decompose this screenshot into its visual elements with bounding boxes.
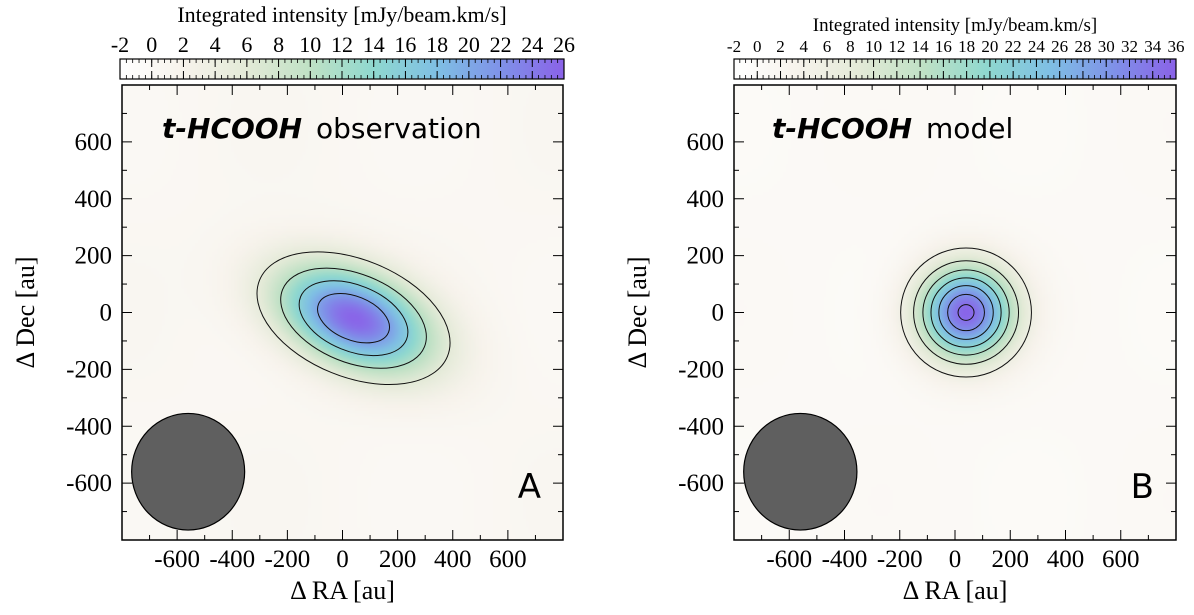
contour-line bbox=[280, 267, 427, 369]
y-tick-label: -200 bbox=[66, 356, 112, 383]
colorbar-tick-label: 24 bbox=[1028, 37, 1046, 56]
x-tick-label: 0 bbox=[336, 546, 349, 573]
colorbar-tick-label: 32 bbox=[1121, 37, 1138, 56]
colorbar-tick-label: 0 bbox=[753, 37, 762, 56]
beam-ellipse bbox=[743, 412, 858, 531]
contour-line bbox=[957, 304, 975, 321]
colorbar-tick-label: 4 bbox=[210, 32, 221, 57]
colorbar-label: Integrated intensity [mJy/beam.km/s] bbox=[813, 15, 1097, 36]
colorbar-tick-label: -2 bbox=[111, 32, 129, 57]
panel-letter: A bbox=[518, 467, 541, 507]
contours bbox=[256, 251, 451, 386]
colorbar-tick-label: 16 bbox=[394, 32, 416, 57]
contour-line bbox=[913, 260, 1020, 365]
x-tick-label: -400 bbox=[822, 546, 868, 573]
y-tick-label: 200 bbox=[687, 243, 725, 270]
contour-line bbox=[298, 280, 409, 357]
colorbar-tick-label: 8 bbox=[273, 32, 284, 57]
colorbar-tick-label: 20 bbox=[981, 37, 998, 56]
x-tick-label: 400 bbox=[1047, 546, 1085, 573]
colorbar-tick-label: 26 bbox=[1051, 37, 1068, 56]
y-tick-label: -400 bbox=[678, 413, 724, 440]
colorbar-tick-label: 36 bbox=[1168, 37, 1185, 56]
colorbar-label: Integrated intensity [mJy/beam.km/s] bbox=[177, 2, 506, 27]
x-tick-label: 0 bbox=[949, 546, 962, 573]
colorbar-tick-label: 14 bbox=[363, 32, 385, 57]
x-tick-label: -200 bbox=[877, 546, 923, 573]
contour-line bbox=[938, 285, 994, 340]
panel-title-molecule: t-HCOOH bbox=[772, 112, 912, 145]
beam-ellipse bbox=[131, 412, 246, 531]
y-axis-label: Δ Dec [au] bbox=[623, 257, 652, 369]
panel-a: Integrated intensity [mJy/beam.km/s] Δ R… bbox=[11, 2, 575, 605]
colorbar-tick-label: 24 bbox=[521, 32, 543, 57]
contour-line bbox=[900, 247, 1032, 378]
colorbar-tick-label: 6 bbox=[241, 32, 252, 57]
colorbar-tick-label: 34 bbox=[1144, 37, 1162, 56]
y-tick-label: 400 bbox=[687, 186, 725, 213]
colorbar-tick-label: 16 bbox=[935, 37, 952, 56]
y-tick-label: -600 bbox=[66, 470, 112, 497]
contour-line bbox=[930, 277, 1002, 348]
colorbar-tick-label: 28 bbox=[1074, 37, 1091, 56]
colorbar-tick-label: 4 bbox=[800, 37, 809, 56]
panel-title-molecule: t-HCOOH bbox=[162, 112, 302, 145]
contour-line bbox=[922, 269, 1010, 356]
x-tick-label: -600 bbox=[766, 546, 812, 573]
colorbar-tick-label: 14 bbox=[912, 37, 930, 56]
x-tick-label: 600 bbox=[489, 546, 527, 573]
colorbar-tick-label: 12 bbox=[331, 32, 353, 57]
colorbar: -2 0 2 4 6 8 10 12 14 16 18 20 22 24 26 28 30 32 34 36 bbox=[727, 37, 1185, 80]
axes: -600 -400 -200 0 200 400 600 -600 -400 -200 0 200 40… bbox=[66, 84, 564, 573]
colorbar-tick-label: 10 bbox=[865, 37, 882, 56]
panel-b: Integrated intensity [mJy/beam.km/s] Δ R… bbox=[623, 15, 1185, 605]
y-tick-label: 0 bbox=[712, 300, 725, 327]
x-tick-label: -200 bbox=[264, 546, 310, 573]
colorbar-tick-label: 10 bbox=[299, 32, 321, 57]
contour-line bbox=[256, 251, 451, 386]
y-axis-label: Δ Dec [au] bbox=[11, 257, 40, 369]
x-tick-label: -400 bbox=[209, 546, 255, 573]
y-tick-label: 600 bbox=[687, 129, 725, 156]
panel-title-kind: model bbox=[926, 112, 1013, 145]
axes: -600 -400 -200 0 200 400 600 -600 -400 -200 0 200 40… bbox=[678, 84, 1177, 573]
colorbar-tick-label: 18 bbox=[426, 32, 448, 57]
y-tick-label: 600 bbox=[75, 129, 113, 156]
y-tick-label: 0 bbox=[100, 300, 113, 327]
y-tick-label: -400 bbox=[66, 413, 112, 440]
colorbar-tick-label: 20 bbox=[458, 32, 480, 57]
colorbar: -2 0 2 4 6 8 10 12 14 16 18 20 22 24 26 bbox=[111, 32, 575, 80]
y-tick-label: 200 bbox=[75, 243, 113, 270]
colorbar-tick-label: 2 bbox=[776, 37, 785, 56]
y-tick-label: -200 bbox=[678, 356, 724, 383]
y-tick-label: 400 bbox=[75, 186, 113, 213]
contours bbox=[900, 247, 1032, 378]
colorbar-tick-label: 22 bbox=[1005, 37, 1022, 56]
x-tick-label: 400 bbox=[434, 546, 472, 573]
x-tick-label: 200 bbox=[992, 546, 1030, 573]
panel-letter: B bbox=[1131, 467, 1154, 507]
panel-title-kind: observation bbox=[316, 112, 482, 145]
colorbar-tick-label: -2 bbox=[727, 37, 741, 56]
y-tick-label: -600 bbox=[678, 470, 724, 497]
colorbar-tick-label: 12 bbox=[888, 37, 905, 56]
colorbar-tick-label: 6 bbox=[823, 37, 832, 56]
x-axis-label: Δ RA [au] bbox=[290, 576, 395, 605]
colorbar-tick-label: 18 bbox=[958, 37, 975, 56]
colorbar-tick-label: 22 bbox=[490, 32, 512, 57]
colorbar-tick-label: 2 bbox=[178, 32, 189, 57]
x-axis-label: Δ RA [au] bbox=[903, 576, 1008, 605]
contour-line bbox=[947, 293, 985, 332]
colorbar-tick-label: 26 bbox=[553, 32, 575, 57]
x-tick-label: 600 bbox=[1102, 546, 1140, 573]
x-tick-label: -600 bbox=[154, 546, 200, 573]
contour-line bbox=[317, 292, 390, 344]
colorbar-tick-label: 30 bbox=[1098, 37, 1115, 56]
colorbar-tick-label: 0 bbox=[146, 32, 157, 57]
colorbar-tick-label: 8 bbox=[846, 37, 855, 56]
x-tick-label: 200 bbox=[379, 546, 417, 573]
